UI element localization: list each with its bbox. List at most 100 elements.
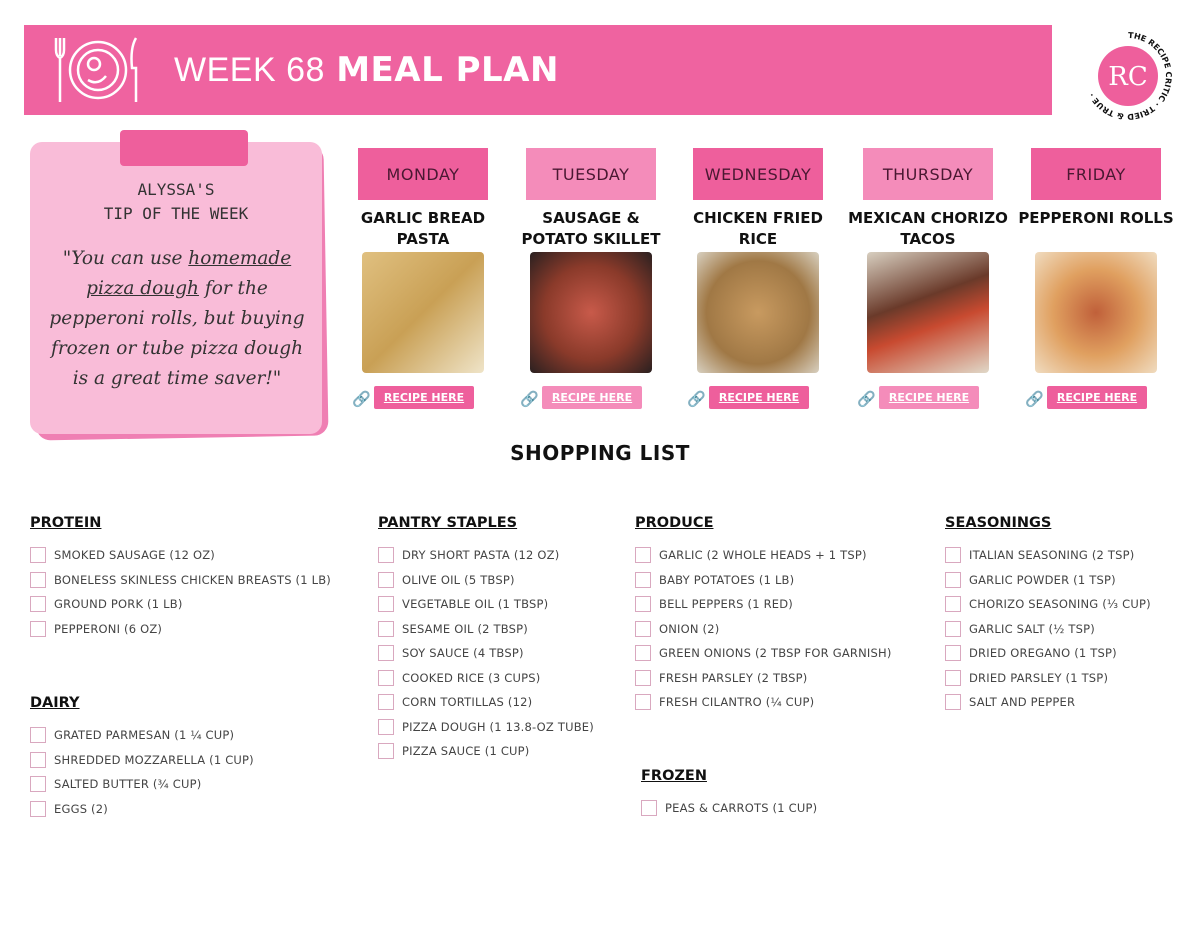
checkbox[interactable]	[635, 596, 651, 613]
checkbox[interactable]	[378, 694, 394, 711]
day-label: FRIDAY	[1031, 148, 1161, 200]
checkbox[interactable]	[635, 571, 651, 588]
checkbox[interactable]	[30, 800, 46, 817]
checkbox[interactable]	[30, 571, 46, 588]
list-item: SMOKED SAUSAGE (12 OZ)	[30, 543, 331, 568]
list-item: PIZZA SAUCE (1 CUP)	[378, 739, 594, 764]
item-label: ITALIAN SEASONING (2 TSP)	[969, 548, 1135, 563]
header-banner: WEEK 68 MEAL PLAN	[24, 25, 1052, 115]
checkbox[interactable]	[30, 776, 46, 793]
checkbox[interactable]	[378, 645, 394, 662]
checkbox[interactable]	[30, 547, 46, 564]
item-label: PIZZA DOUGH (1 13.8-OZ TUBE)	[402, 719, 594, 734]
homemade-pizza-dough-link[interactable]: homemade pizza dough	[86, 248, 292, 299]
day-column-friday: FRIDAY PEPPERONI ROLLS 🔗 RECIPE HERE	[1018, 148, 1174, 418]
checkbox[interactable]	[378, 571, 394, 588]
tip-subheading: TIP OF THE WEEK	[103, 204, 249, 223]
item-label: CHORIZO SEASONING (⅓ CUP)	[969, 597, 1151, 612]
checkbox[interactable]	[378, 547, 394, 564]
list-item: DRIED PARSLEY (1 TSP)	[945, 666, 1151, 691]
recipe-here-button[interactable]: RECIPE HERE	[374, 386, 474, 409]
list-item: GREEN ONIONS (2 TBSP FOR GARNISH)	[635, 641, 892, 666]
day-column-wednesday: WEDNESDAY CHICKEN FRIED RICE 🔗 RECIPE HE…	[687, 148, 823, 418]
checkbox[interactable]	[945, 571, 961, 588]
list-item: FRESH PARSLEY (2 TBSP)	[635, 666, 892, 691]
checkbox[interactable]	[945, 547, 961, 564]
list-item: SOY SAUCE (4 TBSP)	[378, 641, 594, 666]
checkbox[interactable]	[945, 620, 961, 637]
meal-title: CHICKEN FRIED RICE	[693, 209, 823, 248]
item-label: GROUND PORK (1 LB)	[54, 597, 183, 612]
shopping-list-title: SHOPPING LIST	[510, 441, 690, 465]
meal-photo	[1035, 252, 1157, 373]
section-heading: SEASONINGS	[945, 515, 1052, 531]
link-icon: 🔗	[857, 389, 876, 408]
item-label: GRATED PARMESAN (1 ¼ CUP)	[54, 728, 235, 743]
list-item: ITALIAN SEASONING (2 TSP)	[945, 543, 1151, 568]
recipe-here-button[interactable]: RECIPE HERE	[1047, 386, 1147, 409]
checkbox[interactable]	[378, 596, 394, 613]
checkbox[interactable]	[635, 669, 651, 686]
recipe-here-button[interactable]: RECIPE HERE	[879, 386, 979, 409]
item-label: CORN TORTILLAS (12)	[402, 695, 533, 710]
checkbox[interactable]	[945, 645, 961, 662]
checkbox[interactable]	[945, 596, 961, 613]
list-item: GRATED PARMESAN (1 ¼ CUP)	[30, 723, 254, 748]
list-item: CHORIZO SEASONING (⅓ CUP)	[945, 592, 1151, 617]
list-item: DRY SHORT PASTA (12 OZ)	[378, 543, 594, 568]
meal-photo	[530, 252, 652, 373]
list-item: BELL PEPPERS (1 RED)	[635, 592, 892, 617]
day-column-tuesday: TUESDAY SAUSAGE & POTATO SKILLET 🔗 RECIP…	[520, 148, 661, 418]
list-item: OLIVE OIL (5 TBSP)	[378, 568, 594, 593]
recipe-here-button[interactable]: RECIPE HERE	[542, 386, 642, 409]
section-frozen: FROZEN PEAS & CARROTS (1 CUP)	[641, 768, 817, 821]
section-heading: PROTEIN	[30, 515, 102, 531]
item-label: GARLIC POWDER (1 TSP)	[969, 572, 1116, 587]
checkbox[interactable]	[635, 547, 651, 564]
recipe-here-button[interactable]: RECIPE HERE	[709, 386, 809, 409]
day-label: MONDAY	[358, 148, 488, 200]
list-item: SALTED BUTTER (¾ CUP)	[30, 772, 254, 797]
checkbox[interactable]	[30, 620, 46, 637]
list-item: DRIED OREGANO (1 TSP)	[945, 641, 1151, 666]
checkbox[interactable]	[635, 694, 651, 711]
checkbox[interactable]	[378, 718, 394, 735]
checkbox[interactable]	[378, 743, 394, 760]
day-label: TUESDAY	[526, 148, 656, 200]
list-item: VEGETABLE OIL (1 TBSP)	[378, 592, 594, 617]
section-heading: PANTRY STAPLES	[378, 515, 518, 531]
meal-title: MEXICAN CHORIZO TACOS	[848, 209, 1008, 248]
item-label: GARLIC (2 WHOLE HEADS + 1 TSP)	[659, 548, 867, 563]
link-icon: 🔗	[520, 389, 539, 408]
checkbox[interactable]	[378, 620, 394, 637]
checkbox[interactable]	[945, 694, 961, 711]
section-dairy: DAIRY GRATED PARMESAN (1 ¼ CUP) SHREDDED M…	[30, 695, 254, 821]
section-produce: PRODUCE GARLIC (2 WHOLE HEADS + 1 TSP) BAB…	[635, 515, 892, 715]
item-label: BELL PEPPERS (1 RED)	[659, 597, 793, 612]
plate-fork-knife-icon	[54, 37, 138, 102]
checkbox[interactable]	[635, 620, 651, 637]
link-icon: 🔗	[687, 389, 706, 408]
checkbox[interactable]	[635, 645, 651, 662]
checkbox[interactable]	[641, 800, 657, 817]
list-item: GARLIC POWDER (1 TSP)	[945, 568, 1151, 593]
meal-photo	[362, 252, 484, 373]
checkbox[interactable]	[378, 669, 394, 686]
section-heading: DAIRY	[30, 695, 80, 711]
section-protein: PROTEIN SMOKED SAUSAGE (12 OZ) BONELESS SK…	[30, 515, 331, 641]
item-label: SMOKED SAUSAGE (12 OZ)	[54, 548, 215, 563]
day-label: THURSDAY	[863, 148, 993, 200]
checkbox[interactable]	[30, 751, 46, 768]
recipe-critic-logo: THE RECIPE CRITIC · TRIED & TRUE · RC	[1082, 30, 1174, 122]
list-item: EGGS (2)	[30, 797, 254, 822]
checkbox[interactable]	[945, 669, 961, 686]
day-column-monday: MONDAY GARLIC BREAD PASTA 🔗 RECIPE HERE	[352, 148, 488, 418]
checkbox[interactable]	[30, 596, 46, 613]
section-heading: FROZEN	[641, 768, 707, 784]
item-label: DRIED PARSLEY (1 TSP)	[969, 670, 1109, 685]
item-label: DRIED OREGANO (1 TSP)	[969, 646, 1117, 661]
item-label: PIZZA SAUCE (1 CUP)	[402, 744, 530, 759]
list-item: SESAME OIL (2 TBSP)	[378, 617, 594, 642]
section-heading: PRODUCE	[635, 515, 714, 531]
checkbox[interactable]	[30, 727, 46, 744]
